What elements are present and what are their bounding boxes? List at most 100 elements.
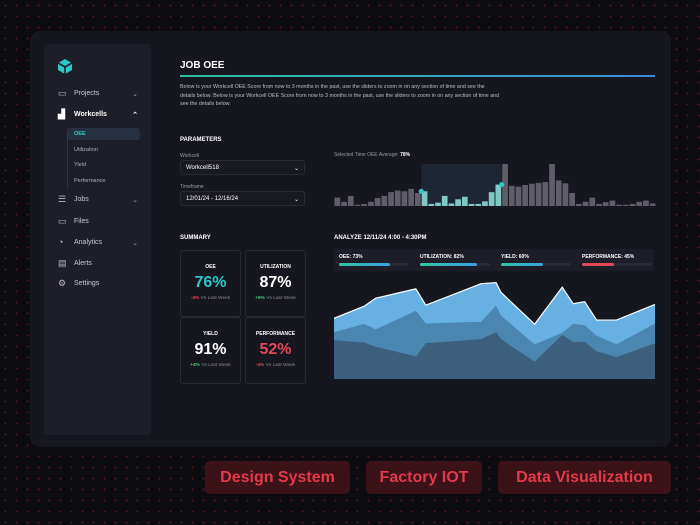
overview-bar <box>622 204 629 206</box>
parameters-heading: PARAMETERS <box>180 137 222 143</box>
overview-bar <box>361 203 368 206</box>
metric-progress-bar <box>339 263 409 266</box>
tag-data-visualization: Data Visualization <box>498 461 671 494</box>
summary-card-oee: OEE 76% -4% Vs Last Week <box>180 250 241 317</box>
overview-bar <box>522 185 529 206</box>
chevron-down-icon: ⌄ <box>293 166 299 172</box>
sidebar-subitem-yield[interactable]: Yield <box>74 162 87 168</box>
card-label: PERFORMANCE <box>255 331 296 337</box>
overview-bar <box>589 197 596 206</box>
pie-chart-icon: ◔ <box>58 237 64 247</box>
title-underline <box>180 75 655 77</box>
list-chart-icon: ☰ <box>58 194 67 204</box>
timeframe-select[interactable]: 12/01/24 - 12/16/24 ⌄ <box>180 191 305 206</box>
metric-progress-bar <box>501 263 571 266</box>
chevron-down-icon: ⌄ <box>132 196 138 204</box>
chevron-down-icon: ⌄ <box>132 239 138 247</box>
selection-window[interactable] <box>421 164 502 206</box>
folder-icon: ▭ <box>58 216 67 226</box>
sidebar-item-projects[interactable]: ▭ Projects ⌄ <box>58 88 138 98</box>
range-handle-left[interactable] <box>418 188 424 194</box>
metric-item: UTILIZATION: 82% <box>420 254 490 266</box>
overview-bar <box>495 184 502 206</box>
workcell-label: Workcell <box>180 153 200 159</box>
gear-icon: ⚙ <box>58 278 67 288</box>
card-value: 76% <box>194 274 227 291</box>
sidebar-subitem-oee[interactable]: OEE <box>68 128 140 140</box>
card-label: YIELD <box>203 331 218 337</box>
overview-bar <box>609 200 616 206</box>
overview-bar <box>435 202 441 206</box>
overview-bar <box>475 203 482 206</box>
overview-bar <box>408 188 414 206</box>
overview-bar <box>576 203 582 206</box>
overview-bar <box>428 203 435 206</box>
overview-bar <box>347 195 354 206</box>
overview-bar <box>508 185 515 206</box>
overview-bar <box>502 164 508 206</box>
sidebar-item-workcells[interactable]: ▟ Workcells ⌃ <box>58 109 138 119</box>
overview-bar <box>455 199 461 206</box>
tag-factory-iot: Factory IOT <box>366 461 482 494</box>
overview-bar <box>529 183 535 206</box>
overview-bar <box>602 202 609 206</box>
metric-progress-fill <box>420 263 478 266</box>
overview-bar <box>374 198 381 206</box>
overview-bar <box>441 195 448 206</box>
summary-heading: SUMMARY <box>180 235 211 241</box>
sidebar-item-files[interactable]: ▭ Files <box>58 216 89 226</box>
analyze-area-chart <box>334 282 656 379</box>
metric-label: PERFORMANCE: 45% <box>582 254 635 260</box>
card-delta: -4% Vs Last Week <box>255 363 296 368</box>
chevron-down-icon: ⌄ <box>293 197 299 203</box>
sidebar-subitem-performance[interactable]: Performance <box>74 178 106 184</box>
calendar-icon: ▤ <box>58 258 67 268</box>
submenu-line <box>67 128 68 188</box>
overview-bar <box>643 200 649 206</box>
card-delta: +4% Vs Last Week <box>190 363 231 368</box>
area-series-3 <box>334 332 655 379</box>
metric-label: UTILIZATION: 82% <box>420 254 464 260</box>
summary-card-performance: PERFORMANCE 52% -4% Vs Last Week <box>245 317 306 384</box>
metric-label: YIELD: 60% <box>501 254 529 260</box>
analyze-heading: ANALYZE 12/11/24 4:00 - 4:30PM <box>334 235 427 241</box>
cube-logo-icon <box>57 59 73 74</box>
range-handle-right[interactable] <box>499 181 505 188</box>
sidebar-item-alerts[interactable]: ▤ Alerts <box>58 258 92 268</box>
overview-bar <box>629 203 636 206</box>
chevron-up-icon: ⌃ <box>132 111 138 119</box>
workcell-select[interactable]: Workcell518 ⌄ <box>180 160 305 175</box>
card-delta: +9% Vs Last Week <box>255 296 296 301</box>
metric-item: YIELD: 60% <box>501 254 571 266</box>
card-label: UTILIZATION <box>260 264 291 270</box>
metric-progress-bar <box>420 263 490 266</box>
overview-bar <box>488 192 495 206</box>
overview-bar <box>482 201 488 206</box>
overview-bar <box>354 204 361 206</box>
metric-progress-fill <box>501 263 543 266</box>
sidebar-item-analytics[interactable]: ◔ Analytics ⌄ <box>58 237 138 247</box>
metric-progress-fill <box>582 263 614 266</box>
overview-bar <box>549 164 555 206</box>
metric-label: OEE: 73% <box>339 254 363 260</box>
sidebar-item-settings[interactable]: ⚙ Settings <box>58 278 100 288</box>
oee-overview-bar-chart[interactable] <box>334 163 656 208</box>
oee-average-readout: Selected Time OEE Average: 78% <box>334 152 411 158</box>
card-value: 91% <box>194 341 227 358</box>
card-label: OEE <box>205 264 216 270</box>
bar-chart-icon: ▟ <box>58 109 65 119</box>
metric-item: OEE: 73% <box>339 254 409 266</box>
timeframe-label: Timeframe <box>180 184 204 190</box>
summary-card-utilization: UTILIZATION 87% +9% Vs Last Week <box>245 250 306 317</box>
sidebar-subitem-utilization[interactable]: Utilization <box>74 147 98 153</box>
metric-item: PERFORMANCE: 45% <box>582 254 652 266</box>
card-delta: -4% Vs Last Week <box>190 296 231 301</box>
overview-bar <box>542 182 549 206</box>
overview-bar <box>569 192 575 206</box>
folder-icon: ▭ <box>58 88 67 98</box>
overview-bar <box>341 201 347 206</box>
sidebar-item-jobs[interactable]: ☰ Jobs ⌄ <box>58 194 138 204</box>
overview-bar <box>468 203 475 206</box>
overview-bar <box>636 201 643 206</box>
overview-bar <box>461 196 468 206</box>
